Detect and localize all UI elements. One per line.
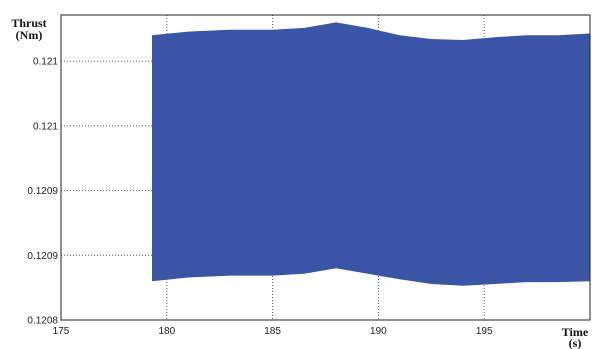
plot-frame	[60, 14, 591, 321]
thrust-band-series	[152, 22, 590, 286]
y-tick-label: 0.1209	[27, 186, 58, 197]
x-tick-label: 185	[264, 326, 281, 337]
x-tick-labels: 175 180 185 190 195	[53, 326, 493, 337]
y-tick-label: 0.1208	[27, 316, 58, 327]
x-tick-label: 195	[476, 326, 493, 337]
y-tick-label: 0.121	[33, 121, 58, 132]
y-tick-label: 0.121	[33, 57, 58, 68]
y-axis-title-line2: (Nm)	[16, 28, 43, 42]
y-tick-labels: 0.12080.12090.12090.1210.1210.12110.1211…	[27, 0, 58, 327]
y-tick-label: 0.1209	[27, 251, 58, 262]
y-axis-title-line1: Thrust	[11, 16, 46, 30]
x-tick-label: 175	[53, 326, 70, 337]
x-tick-label: 180	[158, 326, 175, 337]
x-axis-title-line2: (s)	[569, 336, 582, 349]
x-axis-title-line1: Time	[562, 325, 589, 339]
y-tick-label: 0.1211	[28, 0, 58, 3]
x-tick-label: 190	[370, 326, 387, 337]
